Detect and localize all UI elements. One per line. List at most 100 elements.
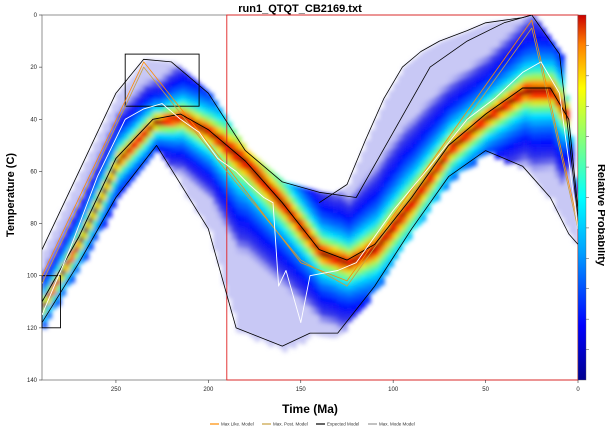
heat-cell	[444, 117, 450, 125]
heat-cell	[254, 191, 260, 199]
heat-cell	[60, 223, 66, 231]
heat-cell	[365, 140, 371, 148]
heat-cell	[240, 312, 247, 321]
heat-cell	[217, 211, 223, 220]
heat-cell	[342, 200, 348, 208]
heat-cell	[430, 137, 436, 145]
heat-cell	[545, 132, 552, 140]
heat-cell	[522, 95, 528, 104]
heat-cell	[115, 119, 122, 127]
heat-cell	[259, 234, 265, 242]
heat-cell	[379, 232, 385, 240]
heat-cell	[430, 111, 436, 119]
heat-cell	[263, 198, 270, 207]
heat-cell	[69, 204, 76, 212]
heat-cell	[388, 142, 394, 151]
heat-cell	[222, 264, 228, 272]
heat-cell	[383, 202, 390, 210]
heat-cell	[323, 264, 330, 272]
heat-cell	[143, 144, 150, 152]
heat-cell	[240, 325, 247, 334]
heat-cell	[69, 256, 76, 264]
heat-cell	[439, 138, 445, 147]
heat-cell	[499, 33, 505, 42]
heat-cell	[490, 119, 496, 128]
heat-cell	[263, 303, 270, 311]
heat-cell	[157, 112, 163, 121]
heat-cell	[485, 101, 491, 109]
heat-cell	[176, 65, 182, 74]
colorbar-ticks	[586, 45, 589, 350]
heat-cell	[51, 275, 57, 283]
heat-cell	[213, 237, 219, 245]
heat-cell	[402, 204, 408, 212]
heat-cell	[268, 326, 274, 334]
heat-cell	[522, 24, 528, 32]
heat-cell	[139, 123, 145, 131]
heat-cell	[273, 187, 279, 195]
heat-cell	[129, 161, 136, 169]
heat-cell	[481, 90, 487, 98]
heat-cell	[152, 138, 159, 146]
heat-cell	[319, 237, 325, 246]
heat-cell	[379, 141, 385, 149]
heat-cell	[189, 162, 196, 170]
heat-cell	[494, 145, 501, 153]
heat-cell	[115, 99, 122, 107]
heat-cell	[453, 35, 459, 44]
heat-cell	[291, 262, 297, 270]
heat-cell	[226, 213, 233, 221]
heat-cell	[249, 206, 256, 214]
heat-cell	[176, 104, 182, 113]
heat-cell	[425, 94, 431, 102]
heat-cell	[222, 225, 228, 233]
heat-cell	[236, 305, 242, 313]
heat-cell	[273, 252, 279, 260]
heat-cell	[370, 260, 376, 268]
heat-cell	[296, 185, 302, 194]
heat-cell	[531, 47, 538, 55]
heat-cell	[92, 233, 99, 241]
heat-cell	[439, 112, 445, 121]
heat-cell	[102, 155, 108, 163]
heat-cell	[125, 173, 131, 181]
heat-cell	[185, 184, 191, 192]
heat-cell	[462, 84, 468, 92]
heat-cell	[231, 246, 237, 254]
heat-cell	[499, 105, 505, 113]
heat-cell	[300, 291, 307, 299]
heat-cell	[259, 253, 265, 261]
heat-cell	[462, 78, 468, 86]
heat-cell	[420, 103, 427, 111]
heat-cell	[337, 197, 344, 205]
heat-cell	[79, 184, 85, 192]
heat-cell	[134, 129, 140, 137]
heat-cell	[310, 320, 316, 328]
heat-cell	[444, 150, 450, 158]
heat-cell	[60, 230, 66, 238]
heat-cell	[120, 178, 126, 187]
heat-cell	[203, 206, 210, 214]
heat-cell	[259, 286, 265, 294]
heat-cell	[522, 115, 528, 123]
heat-cell	[453, 140, 459, 148]
heat-cell	[351, 277, 357, 285]
heat-cell	[485, 29, 491, 37]
heat-cell	[467, 102, 473, 110]
heat-cell	[568, 207, 575, 216]
heat-cell	[226, 265, 233, 273]
heat-cell	[319, 257, 325, 265]
heat-cell	[79, 230, 85, 238]
heat-cell	[356, 292, 362, 300]
heat-cell	[291, 327, 297, 336]
heat-cell	[448, 109, 454, 117]
heat-cell	[402, 223, 408, 231]
heat-cell	[231, 239, 237, 248]
heat-cell	[328, 291, 334, 299]
heat-cell	[513, 123, 519, 131]
heat-cell	[263, 322, 270, 330]
heat-cell	[356, 273, 362, 281]
heat-cell	[462, 45, 468, 53]
heat-cell	[342, 291, 348, 300]
heat-cell	[476, 124, 482, 132]
